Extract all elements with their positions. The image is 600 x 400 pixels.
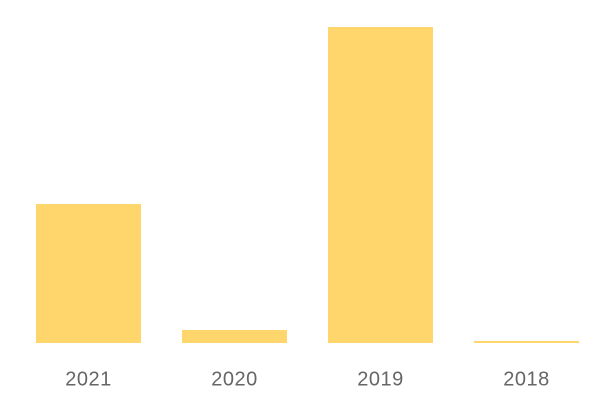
x-tick-label: 2018 <box>503 368 550 390</box>
bar <box>328 27 433 343</box>
bar <box>182 330 287 343</box>
x-tick-label: 2020 <box>211 368 258 390</box>
x-tick-label: 2021 <box>65 368 112 390</box>
bar <box>36 204 141 343</box>
x-tick-label: 2019 <box>357 368 404 390</box>
bar <box>474 341 579 343</box>
